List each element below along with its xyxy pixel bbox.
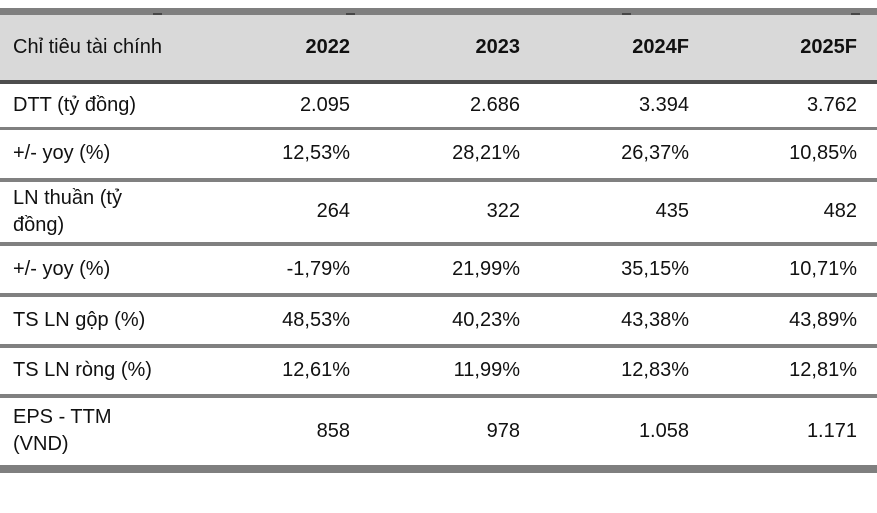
row-label: DTT (tỷ đồng) <box>13 93 136 116</box>
value-cell: 43,38% <box>621 308 689 331</box>
table-row-ts-ln-gop: TS LN gộp (%) 48,53% 40,23% 43,38% 43,89… <box>0 295 877 346</box>
header-year-2024f: 2024F <box>632 35 689 58</box>
value-cell: 26,37% <box>621 142 689 165</box>
row-label-cell: TS LN ròng (%) <box>0 346 250 396</box>
value-cell: 1.171 <box>806 419 857 442</box>
row-label: TS LN ròng (%) <box>13 359 152 381</box>
value-cell: 35,15% <box>621 257 689 280</box>
row-label: +/- yoy (%) <box>13 142 111 165</box>
financial-metrics-table: Chỉ tiêu tài chính 2022 2023 2024F 2025F… <box>0 8 877 473</box>
value-cell: 2.686 <box>469 93 520 116</box>
value-cell: 322 <box>486 200 520 222</box>
header-year-2025f: 2025F <box>800 35 857 58</box>
value-cell: 40,23% <box>452 308 520 331</box>
border-tick <box>153 13 162 15</box>
border-tick <box>851 13 860 15</box>
header-year-2022: 2022 <box>305 35 351 58</box>
value-cell: 12,83% <box>621 359 689 381</box>
value-cell: 12,61% <box>282 359 350 381</box>
table-row-dtt: DTT (tỷ đồng) 2.095 2.686 3.394 3.762 <box>0 82 877 129</box>
value-cell: 43,89% <box>789 308 857 331</box>
border-tick <box>622 13 631 15</box>
value-cell: 2.095 <box>299 93 350 116</box>
value-cell: 3.762 <box>806 93 857 116</box>
value-cell: 12,53% <box>282 142 350 165</box>
row-label-cell: +/- yoy (%) <box>0 129 250 180</box>
row-label: +/- yoy (%) <box>13 257 111 280</box>
table-row-eps: EPS - TTM (VND) 858 978 1.058 1.171 <box>0 396 877 469</box>
value-cell: 3.394 <box>638 93 689 116</box>
header-metric-column: Chỉ tiêu tài chính <box>0 12 250 82</box>
table-row-yoy-profit: +/- yoy (%) -1,79% 21,99% 35,15% 10,71% <box>0 244 877 295</box>
row-label-cell: DTT (tỷ đồng) <box>0 82 250 129</box>
table-row-ts-ln-rong: TS LN ròng (%) 12,61% 11,99% 12,83% 12,8… <box>0 346 877 396</box>
value-cell: 482 <box>823 200 857 222</box>
border-tick <box>346 13 355 15</box>
table-row-ln-thuan: LN thuần (tỷ đồng) 264 322 435 482 <box>0 180 877 244</box>
value-cell: 264 <box>316 200 350 222</box>
table-header-row: Chỉ tiêu tài chính 2022 2023 2024F 2025F <box>0 11 877 82</box>
header-metric-label: Chỉ tiêu tài chính <box>13 35 162 58</box>
financial-table-container: Chỉ tiêu tài chính 2022 2023 2024F 2025F… <box>0 8 877 473</box>
table-row-yoy-revenue: +/- yoy (%) 12,53% 28,21% 26,37% 10,85% <box>0 129 877 180</box>
row-label-cell: TS LN gộp (%) <box>0 295 250 346</box>
value-cell: 1.058 <box>638 419 689 442</box>
row-label: EPS - TTM (VND) <box>13 406 112 455</box>
value-cell: 10,85% <box>789 142 857 165</box>
row-label-cell: EPS - TTM (VND) <box>0 396 250 469</box>
row-label-cell: +/- yoy (%) <box>0 244 250 295</box>
header-year-2023: 2023 <box>475 35 521 58</box>
value-cell: 21,99% <box>452 257 520 280</box>
value-cell: 10,71% <box>789 257 857 280</box>
value-cell: 48,53% <box>282 308 350 331</box>
value-cell: -1,79% <box>286 257 350 280</box>
value-cell: 12,81% <box>789 359 857 381</box>
value-cell: 11,99% <box>453 359 520 381</box>
value-cell: 858 <box>316 419 350 442</box>
row-label: TS LN gộp (%) <box>13 308 146 331</box>
value-cell: 978 <box>486 419 520 442</box>
value-cell: 435 <box>655 200 689 222</box>
row-label: LN thuần (tỷ đồng) <box>13 186 122 236</box>
row-label-cell: LN thuần (tỷ đồng) <box>0 180 250 244</box>
value-cell: 28,21% <box>452 142 520 165</box>
